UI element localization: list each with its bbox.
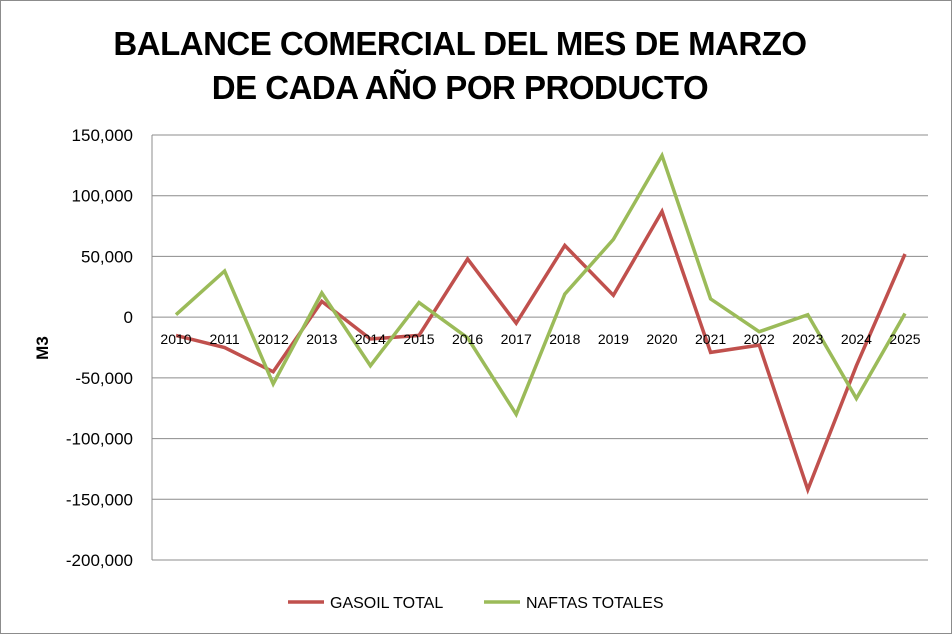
x-tick-label: 2019 bbox=[598, 331, 629, 347]
x-tick-label: 2011 bbox=[210, 331, 240, 347]
series-lines bbox=[174, 151, 907, 495]
legend-label: NAFTAS TOTALES bbox=[526, 595, 664, 612]
x-tick-label: 2010 bbox=[160, 331, 191, 347]
x-axis-ticks: 2010 2011 2012 2013 2014 2015 2016 2017 2018 2019… bbox=[160, 331, 920, 347]
x-tick-label: 2017 bbox=[501, 331, 532, 347]
y-tick-label: -100,000 bbox=[66, 430, 133, 449]
y-axis-label: M3 bbox=[33, 336, 52, 360]
legend-label: GASOIL TOTAL bbox=[330, 595, 443, 612]
y-tick-label: 150,000 bbox=[72, 126, 133, 145]
x-tick-label: 2018 bbox=[549, 331, 580, 347]
y-tick-label: -50,000 bbox=[75, 369, 133, 388]
series-line-naftas-totales bbox=[174, 151, 907, 419]
x-tick-label: 2014 bbox=[355, 331, 386, 347]
chart-title-line-1: BALANCE COMERCIAL DEL MES DE MARZO bbox=[113, 25, 807, 62]
y-tick-label: 100,000 bbox=[72, 187, 133, 206]
x-tick-label: 2023 bbox=[792, 331, 823, 347]
y-tick-label: 50,000 bbox=[81, 247, 133, 266]
y-tick-label: -150,000 bbox=[66, 490, 133, 509]
x-tick-label: 2025 bbox=[889, 331, 920, 347]
x-tick-label: 2012 bbox=[258, 331, 289, 347]
gridlines bbox=[151, 134, 928, 561]
chart-title: BALANCE COMERCIAL DEL MES DE MARZO DE CA… bbox=[60, 22, 860, 110]
x-tick-label: 2024 bbox=[841, 331, 872, 347]
x-tick-label: 2022 bbox=[744, 331, 775, 347]
legend: GASOIL TOTAL NAFTAS TOTALES bbox=[288, 595, 664, 612]
chart-title-line-2: DE CADA AÑO POR PRODUCTO bbox=[211, 69, 709, 106]
x-tick-label: 2016 bbox=[452, 331, 483, 347]
x-tick-label: 2015 bbox=[403, 331, 434, 347]
x-tick-label: 2020 bbox=[646, 331, 677, 347]
x-tick-label: 2021 bbox=[695, 331, 726, 347]
y-tick-label: -200,000 bbox=[66, 551, 133, 570]
y-axis-ticks: 150,000 100,000 50,000 0 -50,000 -100,000 -150… bbox=[66, 126, 133, 570]
x-tick-label: 2013 bbox=[306, 331, 337, 347]
y-tick-label: 0 bbox=[124, 308, 133, 327]
